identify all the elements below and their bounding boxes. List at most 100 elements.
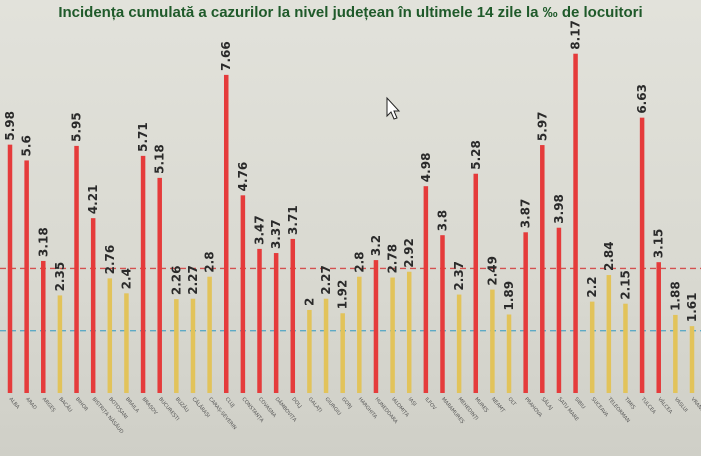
bar-constanța [240,195,246,393]
value-label: 2.8 [352,251,366,272]
category-label: SIBIU [573,396,586,410]
bar-iași [406,271,412,393]
value-label: 4.98 [419,153,433,183]
bar-călărași [190,298,196,393]
bar-alba [7,144,13,393]
chart-title: Incidența cumulată a cazurilor la nivel … [58,4,643,21]
category-label: BRAILA [124,396,140,414]
value-label: 2.27 [319,265,333,295]
category-label: NEAMȚ [490,396,507,414]
bar-teleorman [606,275,612,393]
cursor-icon [386,96,401,120]
value-label: 4.21 [86,185,100,215]
bar-giurgiu [323,298,329,393]
bar-arad [24,160,29,393]
category-label: CLUJ [224,396,236,408]
value-label: 2.2 [585,276,599,297]
bar-suceava [589,301,595,393]
bar-ialomița [390,277,395,393]
category-label: ARGEȘ [41,396,57,413]
category-label: TIMIȘ [622,396,636,411]
value-label: 2.8 [203,251,217,272]
bar-bistrița-năsăud [90,218,96,393]
value-label: 2.84 [602,241,616,271]
bar-brașov [140,155,146,393]
category-label: MUREȘ [473,396,489,413]
bar-galați [307,309,312,393]
value-label: 2.4 [119,268,133,289]
value-label: 1.88 [668,281,682,311]
value-label: 5.97 [535,111,549,141]
category-label: VÂLCEA [656,396,674,416]
bar-sălaj [540,145,545,393]
bar-mureș [473,173,479,393]
value-label: 1.92 [336,280,350,310]
bar-braila [124,293,129,393]
bar-olt [506,314,512,393]
value-label: 2.37 [452,261,466,291]
bar-ilfov [423,186,429,393]
bar-neamț [490,289,495,393]
bar-harghita [357,276,362,393]
category-label: VRANCEA [689,396,701,419]
value-label: 2.76 [103,245,117,275]
category-label: BIHOR [74,396,89,413]
bar-argeș [41,260,46,393]
category-label: SĂLAJ [540,396,555,412]
bar-buzău [174,299,179,393]
bar-botoșani [107,278,113,393]
category-label: ALBA [7,396,20,410]
bar-prahova [523,232,528,393]
bar-bucurești [157,177,162,393]
bar-vâlcea [656,262,661,393]
bar-tulcea [639,117,645,393]
value-label: 5.6 [20,135,34,156]
value-label: 5.18 [153,144,167,174]
bar-caraș-severin [207,276,212,393]
bar-cluj [223,74,229,393]
value-label: 4.76 [236,162,250,192]
value-label: 3.2 [369,235,383,256]
bar-dâmbovița [273,253,279,393]
bar-satu-mare [556,227,562,393]
value-label: 3.98 [552,194,566,224]
bar-bihor [74,145,79,393]
value-label: 3.15 [652,229,666,259]
value-label: 6.63 [635,84,649,114]
value-label: 2.49 [485,256,499,286]
bar-mehedinți [456,294,462,393]
value-label: 1.89 [502,281,516,311]
value-label: 3.8 [435,210,449,231]
value-label: 2.27 [186,265,200,295]
value-label: 3.18 [36,227,50,257]
category-label: GALAȚI [307,396,323,413]
bar-dolj [290,238,296,393]
category-label: VASLUI [673,396,689,413]
category-label: TULCEA [639,396,657,416]
value-label: 5.98 [3,111,17,141]
bar-timiș [623,303,628,393]
bar-gorj [340,313,345,393]
bar-maramureș [440,235,445,393]
bar-hunedoara [373,260,379,393]
category-label: DOLJ [290,396,302,409]
bar-sibiu [573,53,578,393]
value-label: 8.17 [569,20,583,50]
bar-covasna [257,248,262,393]
category-label: ARAD [24,396,38,411]
value-label: 2.26 [169,266,183,296]
category-label: BACĂU [57,396,74,414]
value-label: 3.87 [519,199,533,229]
category-label: IAȘI [407,396,418,407]
category-label: OLT [506,396,517,408]
category-label: GIURGIU [324,396,343,417]
value-label: 1.61 [685,293,699,323]
value-label: 3.71 [286,205,300,235]
value-label: 3.47 [253,215,267,245]
value-label: 2 [302,298,316,306]
value-label: 3.37 [269,219,283,249]
category-label: ILFOV [423,396,437,411]
bar-vaslui [673,314,678,393]
